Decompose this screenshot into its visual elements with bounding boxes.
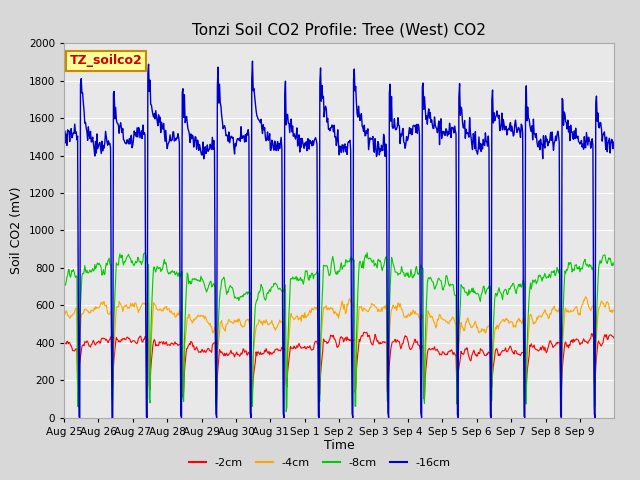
- Title: Tonzi Soil CO2 Profile: Tree (West) CO2: Tonzi Soil CO2 Profile: Tree (West) CO2: [192, 23, 486, 38]
- -2cm: [275, 348, 282, 354]
- -16cm: [76, 415, 84, 420]
- -2cm: [227, 349, 234, 355]
- -16cm: [397, 131, 404, 137]
- -8cm: [226, 284, 234, 290]
- -16cm: [254, 117, 262, 122]
- Line: -4cm: -4cm: [64, 297, 614, 389]
- -2cm: [212, 399, 220, 405]
- -16cm: [610, 139, 618, 145]
- -4cm: [275, 322, 282, 327]
- -8cm: [428, 277, 435, 283]
- -2cm: [610, 335, 618, 341]
- -8cm: [397, 269, 404, 275]
- -8cm: [364, 250, 371, 255]
- -4cm: [109, 386, 116, 392]
- X-axis label: Time: Time: [324, 439, 355, 453]
- -2cm: [428, 346, 435, 352]
- Line: -8cm: -8cm: [64, 252, 614, 411]
- Legend: -2cm, -4cm, -8cm, -16cm: -2cm, -4cm, -8cm, -16cm: [185, 453, 455, 472]
- -8cm: [60, 277, 68, 283]
- -8cm: [274, 285, 282, 290]
- -4cm: [396, 300, 404, 306]
- -4cm: [582, 294, 589, 300]
- -4cm: [125, 305, 133, 311]
- -8cm: [253, 297, 260, 303]
- -8cm: [282, 408, 290, 414]
- -2cm: [397, 346, 404, 352]
- -2cm: [363, 329, 371, 335]
- -16cm: [249, 58, 257, 64]
- -4cm: [427, 314, 435, 320]
- -16cm: [275, 141, 283, 146]
- -16cm: [428, 117, 435, 122]
- -4cm: [253, 322, 261, 328]
- Line: -2cm: -2cm: [64, 332, 614, 402]
- Text: TZ_soilco2: TZ_soilco2: [70, 54, 142, 67]
- -2cm: [253, 349, 261, 355]
- -16cm: [60, 136, 68, 142]
- -8cm: [610, 262, 618, 268]
- -16cm: [125, 136, 133, 142]
- -8cm: [125, 252, 132, 257]
- -2cm: [60, 342, 68, 348]
- Line: -16cm: -16cm: [64, 61, 614, 418]
- -4cm: [227, 319, 234, 324]
- -16cm: [227, 136, 234, 142]
- -4cm: [610, 308, 618, 313]
- -4cm: [60, 311, 68, 316]
- Y-axis label: Soil CO2 (mV): Soil CO2 (mV): [10, 187, 23, 274]
- -2cm: [125, 336, 132, 341]
